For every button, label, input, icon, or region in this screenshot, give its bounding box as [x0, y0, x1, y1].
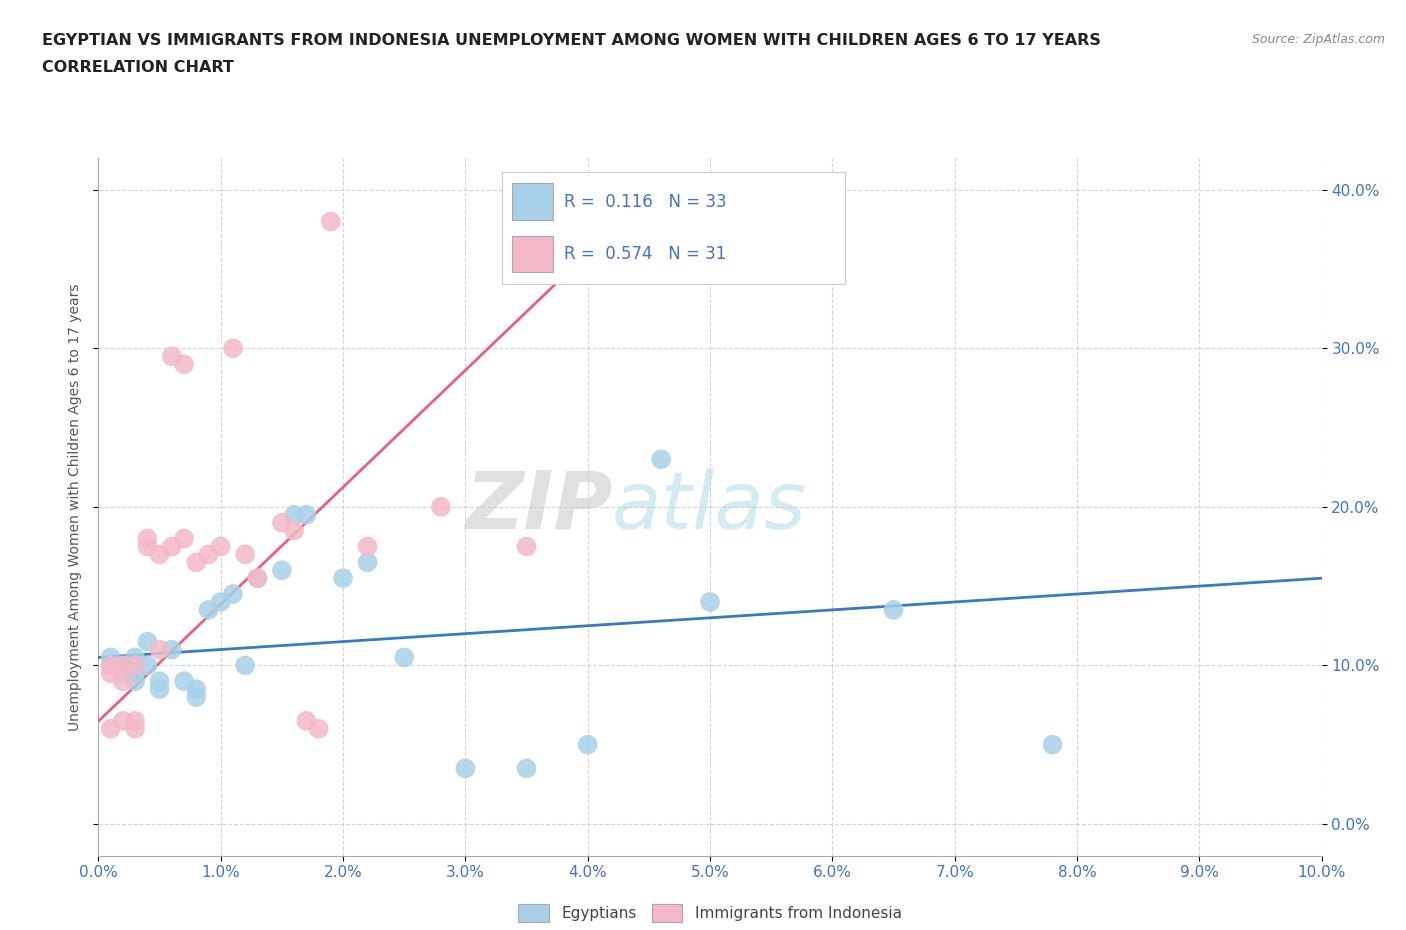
Point — [100, 658, 122, 672]
Point — [233, 547, 256, 562]
Point — [209, 594, 232, 609]
Point — [430, 499, 453, 514]
Point — [100, 666, 122, 681]
Point — [233, 658, 256, 672]
Point — [111, 673, 134, 688]
Point — [197, 547, 219, 562]
Point — [516, 761, 538, 776]
Text: ZIP: ZIP — [465, 468, 612, 546]
Point — [160, 539, 183, 554]
Point — [160, 642, 183, 657]
Point — [111, 713, 134, 728]
Point — [576, 737, 599, 752]
Point — [392, 650, 416, 665]
Point — [295, 713, 318, 728]
Point — [124, 666, 146, 681]
Text: atlas: atlas — [612, 468, 807, 546]
Y-axis label: Unemployment Among Women with Children Ages 6 to 17 years: Unemployment Among Women with Children A… — [69, 283, 83, 731]
Point — [295, 508, 318, 523]
Point — [136, 539, 159, 554]
Point — [136, 531, 159, 546]
Text: CORRELATION CHART: CORRELATION CHART — [42, 60, 233, 75]
Point — [124, 650, 146, 665]
Point — [160, 349, 183, 364]
Point — [246, 571, 269, 586]
Point — [650, 452, 672, 467]
Text: Source: ZipAtlas.com: Source: ZipAtlas.com — [1251, 33, 1385, 46]
Point — [124, 722, 146, 737]
Point — [149, 547, 172, 562]
Point — [124, 658, 146, 672]
Point — [173, 673, 195, 688]
Point — [516, 539, 538, 554]
Point — [197, 603, 219, 618]
Point — [186, 690, 208, 705]
Point — [319, 214, 342, 229]
Point — [100, 658, 122, 672]
Point — [356, 555, 378, 570]
Point — [111, 658, 134, 672]
Point — [1042, 737, 1064, 752]
Point — [222, 587, 245, 602]
Point — [283, 524, 305, 538]
Point — [454, 761, 477, 776]
Point — [332, 571, 354, 586]
Point — [124, 713, 146, 728]
Point — [283, 508, 305, 523]
Point — [124, 673, 146, 688]
Point — [270, 563, 292, 578]
Point — [308, 722, 330, 737]
Point — [149, 642, 172, 657]
Point — [883, 603, 905, 618]
Point — [149, 682, 172, 697]
Point — [173, 531, 195, 546]
Point — [136, 658, 159, 672]
Point — [149, 673, 172, 688]
Point — [246, 571, 269, 586]
Point — [136, 634, 159, 649]
Point — [111, 666, 134, 681]
Point — [173, 357, 195, 372]
Point — [209, 539, 232, 554]
Text: EGYPTIAN VS IMMIGRANTS FROM INDONESIA UNEMPLOYMENT AMONG WOMEN WITH CHILDREN AGE: EGYPTIAN VS IMMIGRANTS FROM INDONESIA UN… — [42, 33, 1101, 47]
Point — [356, 539, 378, 554]
Point — [222, 341, 245, 356]
Point — [186, 682, 208, 697]
Legend: Egyptians, Immigrants from Indonesia: Egyptians, Immigrants from Indonesia — [512, 898, 908, 928]
Point — [270, 515, 292, 530]
Point — [100, 650, 122, 665]
Point — [111, 658, 134, 672]
Point — [100, 722, 122, 737]
Point — [186, 555, 208, 570]
Point — [699, 594, 721, 609]
